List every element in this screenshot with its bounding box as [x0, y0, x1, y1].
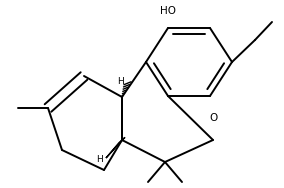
- Polygon shape: [106, 137, 125, 158]
- Text: H: H: [96, 155, 103, 164]
- Text: H: H: [117, 77, 124, 86]
- Text: O: O: [209, 113, 217, 123]
- Text: HO: HO: [160, 6, 176, 16]
